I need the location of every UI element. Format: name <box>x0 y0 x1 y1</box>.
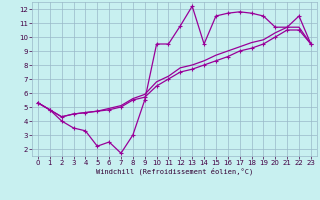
X-axis label: Windchill (Refroidissement éolien,°C): Windchill (Refroidissement éolien,°C) <box>96 168 253 175</box>
